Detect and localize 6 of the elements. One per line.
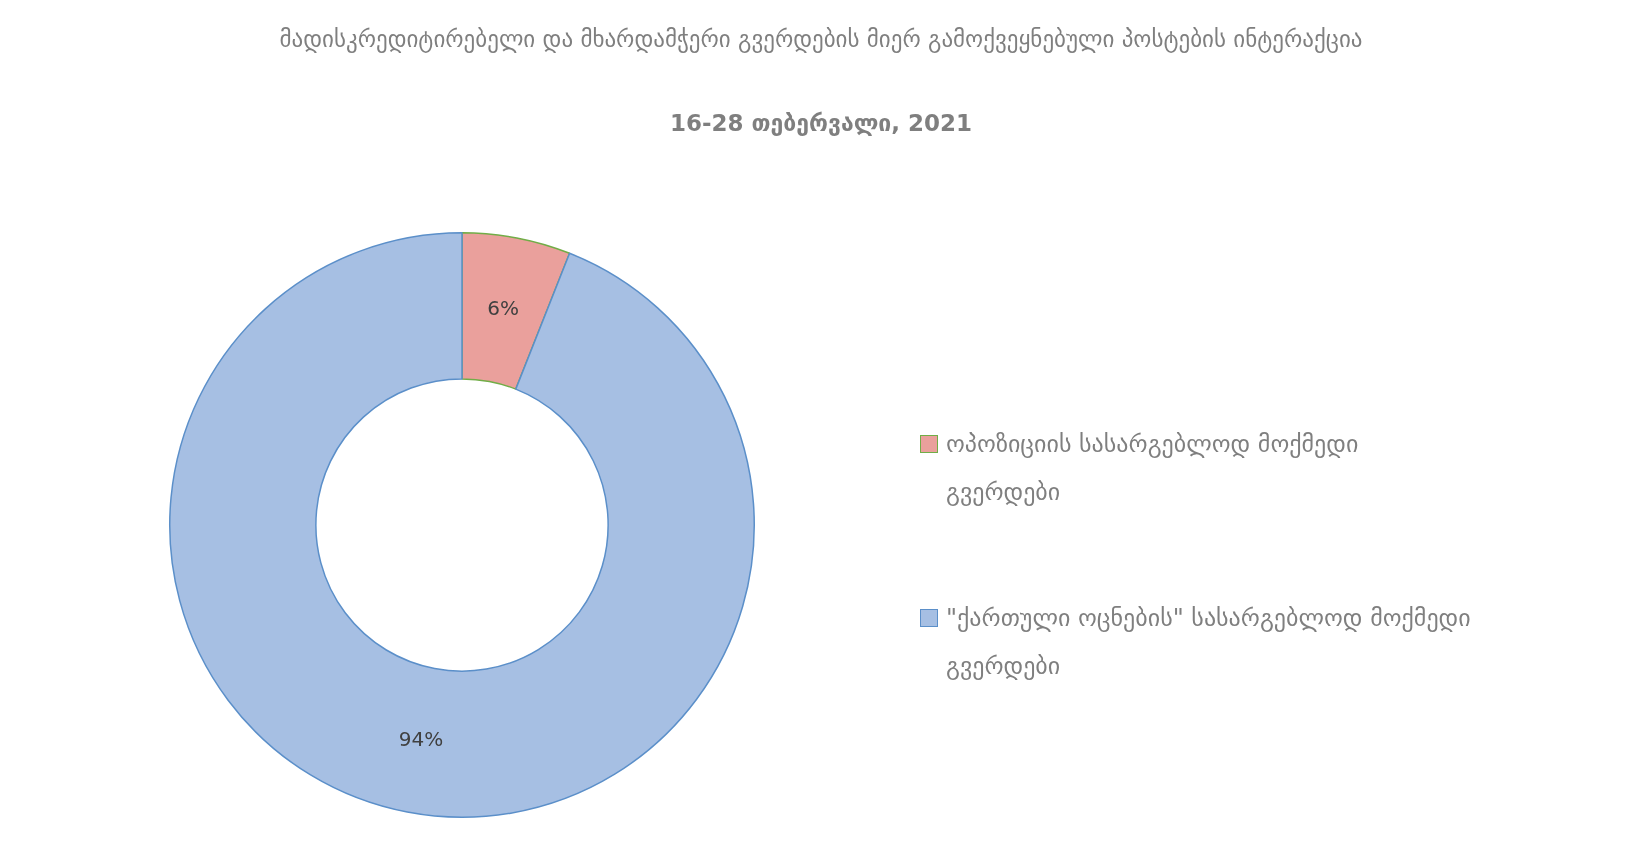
data-label: 94% bbox=[398, 726, 444, 751]
data-label: 6% bbox=[487, 295, 519, 320]
legend-label: ოპოზიციის სასარგებლოდ მოქმედი გვერდები bbox=[946, 429, 1360, 508]
legend-label: "ქართული ოცნების" სასარგებლოდ მოქმედი გვერდები bbox=[946, 603, 1472, 682]
chart-subtitle: 16-28 თებერვალი, 2021 bbox=[668, 110, 974, 136]
chart-title: მადისკრედიტირებელი და მხარდამჭერი გვერდების მიერ გამოქვეყნებული პოსტების ინტერაქცია bbox=[278, 25, 1364, 55]
